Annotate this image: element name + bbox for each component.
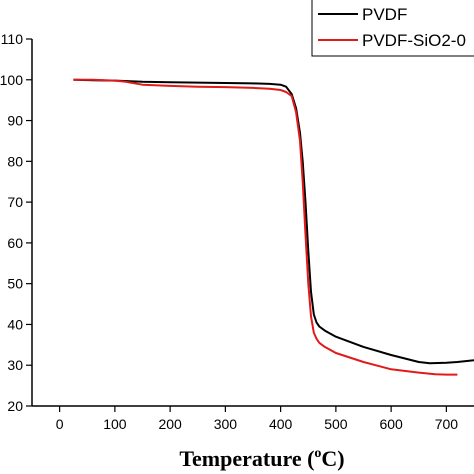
y-tick-label: 110 <box>1 31 24 47</box>
y-tick-label: 20 <box>7 398 23 414</box>
y-tick-label: 100 <box>0 72 23 88</box>
x-tick-label: 400 <box>269 416 293 432</box>
legend-box <box>311 0 474 57</box>
y-tick-label: 80 <box>7 153 23 169</box>
y-tick-label: 50 <box>7 276 23 292</box>
x-tick-label: 300 <box>214 416 238 432</box>
x-axis-title: Temperature (oC) <box>179 446 344 471</box>
x-axis-title-superscript: o <box>314 446 321 461</box>
y-tick-label: 70 <box>7 194 23 210</box>
y-tick-label: 40 <box>7 316 23 332</box>
x-tick-label: 600 <box>379 416 403 432</box>
legend: PVDF PVDF-SiO2-0 <box>311 0 474 57</box>
legend-label-pvdf: PVDF <box>362 5 407 24</box>
axis-tick-labels: 0 100 200 300 400 500 600 700 20 30 40 50 60 70 80 90 10… <box>0 31 458 432</box>
x-tick-label: 100 <box>103 416 127 432</box>
x-tick-label: 200 <box>158 416 182 432</box>
y-tick-label: 90 <box>7 113 23 129</box>
series-layer <box>73 78 474 376</box>
series-line-0 <box>73 78 474 365</box>
y-tick-label: 30 <box>7 357 23 373</box>
x-tick-label: 700 <box>435 416 459 432</box>
x-tick-label: 0 <box>56 416 64 432</box>
legend-label-pvdf-sio2: PVDF-SiO2-0 <box>362 31 466 50</box>
x-tick-label: 500 <box>324 416 348 432</box>
series-line-1 <box>73 78 458 376</box>
y-tick-label: 60 <box>7 235 23 251</box>
x-axis-title-suffix: C) <box>321 446 344 471</box>
x-axis-title-prefix: Temperature ( <box>179 446 314 471</box>
axis-ticks <box>26 38 447 412</box>
